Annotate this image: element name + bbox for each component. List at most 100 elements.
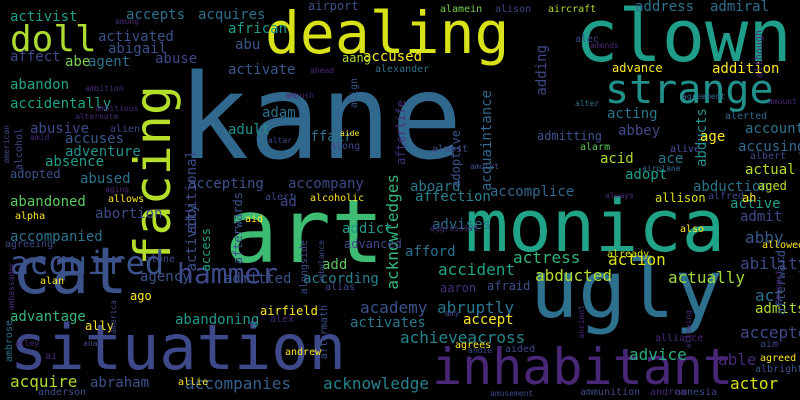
cloud-word-anderson: anderson: [38, 387, 87, 398]
cloud-word-abducted: abducted: [535, 266, 613, 285]
cloud-word-alcohol: alcohol: [14, 128, 25, 171]
cloud-word-allie: allie: [178, 377, 209, 388]
cloud-word-adopted: adopted: [10, 167, 61, 181]
cloud-word-accepts: accepts: [126, 7, 186, 23]
cloud-word-agreed: agreed: [760, 353, 797, 364]
cloud-word-accusing: accusing: [738, 139, 800, 155]
cloud-word-action: action: [608, 250, 666, 269]
cloud-word-alias: alias: [325, 282, 356, 293]
cloud-word-aging: aging: [105, 185, 130, 194]
cloud-word-access: access: [199, 228, 213, 272]
cloud-word-alerted: alerted: [725, 111, 768, 122]
cloud-word-according: according: [303, 271, 379, 287]
cloud-word-ambulance: ambulance: [317, 240, 326, 284]
cloud-word-alpha: alpha: [15, 211, 46, 222]
cloud-word-almost: almost: [432, 144, 469, 155]
cloud-word-account: account: [745, 121, 800, 137]
cloud-word-alarm: alarm: [580, 142, 611, 153]
cloud-word-cat: cat: [12, 235, 128, 309]
cloud-word-aaron: aaron: [440, 281, 477, 295]
cloud-word-ahead: ahead: [310, 66, 335, 75]
cloud-word-actually: actually: [668, 268, 746, 287]
cloud-word-alien: alien: [110, 124, 141, 135]
cloud-word-acquire: acquire: [10, 372, 78, 391]
cloud-word-abbey: abbey: [618, 123, 661, 139]
cloud-word-affect: affect: [10, 49, 61, 65]
cloud-word-accept: accept: [463, 312, 514, 328]
cloud-word-adding: adding: [534, 45, 550, 96]
cloud-word-admitting: admitting: [537, 129, 603, 143]
cloud-word-alliance: alliance: [655, 333, 704, 344]
cloud-word-abby: abby: [745, 228, 784, 247]
cloud-word-absence: absence: [45, 154, 105, 170]
cloud-word-andie: andie: [468, 346, 493, 355]
cloud-word-abandoning: abandoning: [175, 312, 260, 328]
cloud-word-alex: alex: [270, 314, 295, 325]
cloud-word-agreement: agreement: [682, 92, 726, 101]
cloud-word-alexander: alexander: [375, 64, 430, 75]
cloud-word-admit: admit: [740, 209, 783, 225]
cloud-word-aged: aged: [758, 179, 787, 193]
cloud-word-acquaintance: acquaintance: [479, 90, 495, 192]
cloud-word-amid: amid: [30, 133, 50, 142]
cloud-word-accepting: accepting: [188, 176, 264, 192]
cloud-word-agency: agency: [140, 269, 191, 285]
cloud-word-activated: activated: [98, 29, 174, 45]
cloud-word-activates: activates: [350, 315, 426, 331]
cloud-word-actual: actual: [745, 162, 796, 178]
cloud-word-accepted: accepted: [740, 323, 800, 342]
cloud-word-ancient: ancient: [577, 305, 586, 339]
cloud-word-andrea: andrea: [650, 387, 687, 398]
cloud-word-accompany: accompany: [288, 176, 364, 192]
cloud-word-agreeing: agreeing: [5, 239, 54, 250]
cloud-word-able: able: [718, 350, 757, 369]
cloud-word-abortion: abortion: [95, 206, 163, 222]
cloud-word-add: add: [322, 257, 348, 273]
cloud-word-alongside: alongside: [299, 240, 310, 295]
cloud-word-admits: admits: [755, 301, 800, 317]
cloud-word-additional: additional: [184, 150, 200, 235]
cloud-word-although: although: [754, 30, 765, 79]
cloud-word-abu: abu: [235, 37, 261, 53]
cloud-word-alcoholic: alcoholic: [310, 193, 365, 204]
cloud-word-agrees: agrees: [455, 340, 492, 351]
cloud-word-abuse: abuse: [155, 51, 198, 67]
cloud-word-accomplice: accomplice: [490, 184, 575, 200]
cloud-word-aided: aided: [505, 344, 536, 355]
cloud-word-acid: acid: [600, 151, 634, 167]
cloud-word-acting: acting: [607, 106, 658, 122]
cloud-word-aircraft: aircraft: [548, 4, 597, 15]
cloud-word-andrew: andrew: [285, 347, 322, 358]
cloud-word-allows: allows: [108, 194, 145, 205]
cloud-word-alley: alley: [15, 339, 40, 348]
cloud-word-strange: strange: [605, 67, 774, 113]
cloud-word-ugly: ugly: [530, 243, 723, 336]
cloud-word-airplane: airplane: [642, 164, 681, 173]
cloud-word-ability: ability: [740, 254, 800, 273]
cloud-word-agent: agent: [88, 54, 131, 70]
cloud-word-afford: afford: [405, 244, 456, 260]
cloud-word-activate: activate: [228, 62, 296, 78]
cloud-word-active: active: [730, 196, 781, 212]
cloud-word-ad: ad: [280, 194, 297, 210]
cloud-word-advance: advance: [612, 61, 663, 75]
cloud-word-ai: ai: [45, 351, 58, 362]
cloud-word-alert: alert: [265, 192, 296, 203]
cloud-word-ambush: ambush: [285, 91, 314, 100]
cloud-word-albert: albert: [750, 151, 787, 162]
cloud-word-adoptive: adoptive: [449, 130, 463, 188]
cloud-word-accidentally: accidentally: [10, 96, 112, 112]
cloud-word-admitted: admitted: [224, 271, 292, 287]
cloud-word-abusive: abusive: [30, 121, 90, 137]
cloud-word-alter: alter: [575, 99, 600, 108]
cloud-word-address: address: [635, 0, 695, 15]
cloud-word-ally: ally: [85, 319, 114, 333]
cloud-word-abused: abused: [80, 171, 131, 187]
cloud-word-accused: accused: [363, 49, 423, 65]
cloud-word-afraid: afraid: [487, 279, 531, 293]
cloud-word-airport: airport: [308, 0, 359, 13]
cloud-word-allowed: allowed: [762, 240, 800, 251]
cloud-word-activist: activist: [10, 9, 78, 25]
cloud-word-aftermath: aftermath: [319, 305, 330, 360]
